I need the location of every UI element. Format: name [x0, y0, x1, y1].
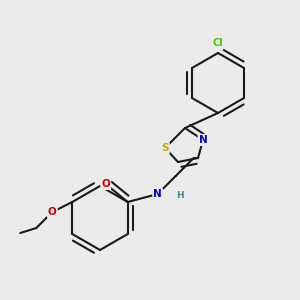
Text: Cl: Cl — [213, 38, 224, 48]
Text: O: O — [48, 207, 57, 217]
Text: O: O — [101, 179, 110, 189]
Text: N: N — [199, 135, 207, 145]
Text: S: S — [161, 143, 169, 153]
Text: H: H — [176, 191, 184, 200]
Text: N: N — [153, 189, 162, 199]
